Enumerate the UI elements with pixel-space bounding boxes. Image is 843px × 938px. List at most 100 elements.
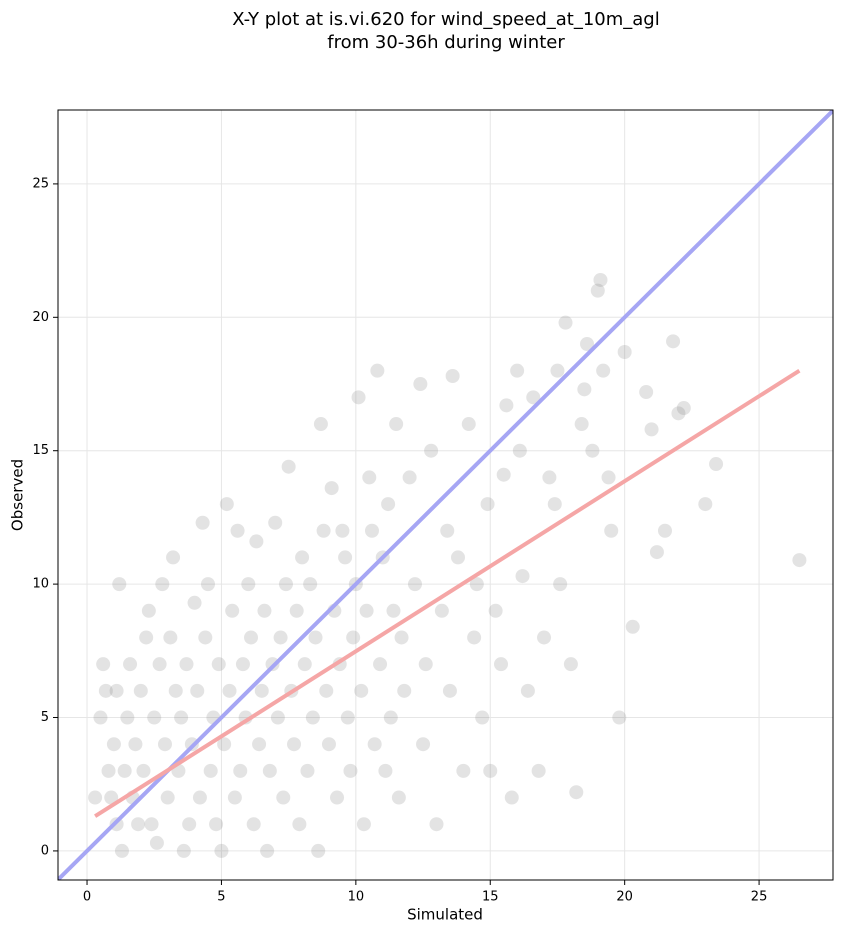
scatter-point: [340, 710, 355, 725]
scatter-point: [141, 603, 156, 618]
scatter-point: [198, 630, 213, 645]
plot-frame: [57, 109, 834, 881]
scatter-point: [98, 683, 113, 698]
scatter-point: [163, 630, 178, 645]
scatter-point: [174, 710, 189, 725]
scatter-point: [617, 344, 632, 359]
scatter-point: [373, 657, 388, 672]
scatter-point: [88, 790, 103, 805]
scatter-point: [424, 443, 439, 458]
scatter-point: [418, 657, 433, 672]
scatter-point: [300, 763, 315, 778]
scatter-point: [106, 737, 121, 752]
scatter-point: [187, 595, 202, 610]
scatter-point: [346, 630, 361, 645]
scatter-point: [547, 497, 562, 512]
scatter-point: [550, 363, 565, 378]
scatter-point: [596, 363, 611, 378]
scatter-point: [270, 710, 285, 725]
scatter-point: [155, 577, 170, 592]
scatter-point: [394, 630, 409, 645]
scatter-point: [593, 272, 608, 287]
scatter-point: [295, 550, 310, 565]
scatter-point: [311, 843, 326, 858]
scatter-point: [574, 417, 589, 432]
scatter-point: [644, 422, 659, 437]
x-axis-label: Simulated: [407, 906, 483, 924]
scatter-point: [201, 577, 215, 592]
scatter-point: [483, 763, 498, 778]
scatter-point: [475, 710, 490, 725]
y-tick-label: 5: [41, 710, 49, 725]
scatter-point: [324, 481, 339, 496]
scatter-point: [456, 763, 471, 778]
scatter-point: [499, 398, 514, 413]
scatter-point: [698, 497, 713, 512]
y-tick-label: 15: [32, 443, 49, 458]
scatter-point: [166, 550, 181, 565]
scatter-point: [407, 577, 422, 592]
y-tick-label: 10: [32, 577, 49, 592]
scatter-point: [330, 790, 345, 805]
scatter-point: [526, 390, 541, 405]
scatter-point: [93, 710, 108, 725]
scatter-point: [370, 363, 385, 378]
scatter-point: [233, 763, 248, 778]
scatter-point: [461, 417, 476, 432]
scatter-point: [440, 523, 455, 538]
x-tick-label: 25: [751, 890, 768, 905]
scatter-point: [512, 443, 527, 458]
scatter-point: [297, 657, 312, 672]
scatter-point: [147, 710, 162, 725]
scatter-point: [359, 603, 374, 618]
scatter-point: [144, 817, 159, 832]
scatter-point: [612, 710, 627, 725]
scatter-point: [397, 683, 412, 698]
scatter-point: [227, 790, 242, 805]
scatter-point: [558, 315, 573, 330]
scatter-point: [109, 683, 124, 698]
scatter-point: [520, 683, 535, 698]
scatter-point: [292, 817, 307, 832]
scatter-point: [563, 657, 578, 672]
scatter-point: [569, 785, 584, 800]
scatter-point: [488, 603, 503, 618]
scatter-point: [469, 577, 484, 592]
scatter-point: [580, 336, 595, 351]
scatter-point: [354, 683, 369, 698]
scatter-point: [287, 737, 302, 752]
scatter-point: [666, 334, 681, 349]
scatter-point: [496, 467, 511, 482]
scatter-point: [657, 523, 672, 538]
scatter-point: [244, 630, 259, 645]
scatter-point: [219, 497, 234, 512]
reference-line: [94, 368, 801, 818]
scatter-point: [413, 377, 428, 392]
scatter-point: [367, 737, 382, 752]
scatter-point: [402, 470, 417, 485]
scatter-point: [601, 470, 616, 485]
scatter-point: [262, 763, 277, 778]
scatter-point: [362, 470, 377, 485]
scatter-point: [104, 790, 119, 805]
scatter-point: [149, 835, 164, 850]
scatter-point: [249, 534, 264, 549]
scatter-point: [139, 630, 154, 645]
x-tick-label: 15: [482, 890, 499, 905]
scatter-point: [308, 630, 323, 645]
scatter-point: [209, 817, 224, 832]
scatter-point: [203, 763, 218, 778]
scatter-point: [434, 603, 449, 618]
scatter-point: [451, 550, 465, 565]
scatter-point: [553, 577, 568, 592]
scatter-point: [131, 817, 146, 832]
scatter-point: [230, 523, 245, 538]
scatter-point: [96, 657, 111, 672]
scatter-point: [192, 790, 207, 805]
scatter-point: [389, 417, 404, 432]
scatter-point: [179, 657, 194, 672]
scatter-point: [542, 470, 557, 485]
scatter-point: [211, 657, 226, 672]
scatter-point: [289, 603, 304, 618]
scatter-point: [676, 401, 691, 416]
